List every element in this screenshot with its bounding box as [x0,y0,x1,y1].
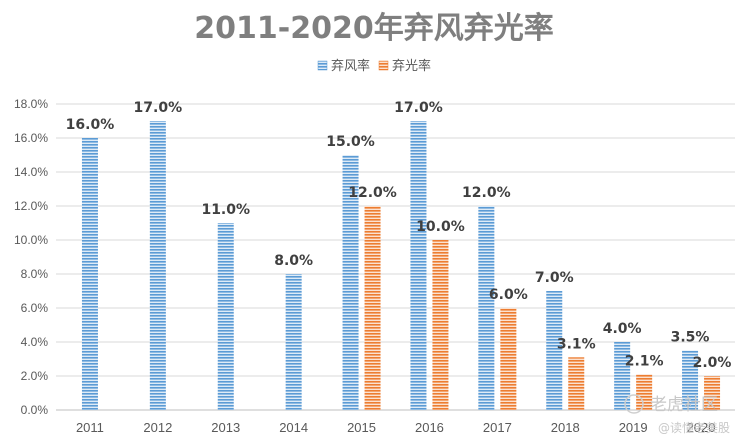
data-label-solar: 6.0% [489,287,528,303]
legend-label-solar: 弃光率 [392,58,431,73]
x-tick-label: 2013 [211,420,240,435]
legend: 弃风率 弃光率 [317,58,431,73]
legend-swatch-solar [378,60,389,71]
y-tick-label: 6.0% [21,301,49,315]
x-axis-ticks: 2011 2012 2013 2014 2015 2016 2017 2018 2019 2020 [76,420,716,435]
bar-wind [682,350,699,410]
x-tick-label: 2017 [483,420,512,435]
y-axis-ticks: 0.0% 2.0% 4.0% 6.0% 8.0% 10.0% 12.0% 14.0% 16.0%… [14,97,48,417]
legend-label-wind: 弃风率 [331,58,370,73]
data-labels: 16.0% 17.0% 11.0% 8.0% 15.0% 12.0% 17.0% 10.0% 1… [66,100,732,371]
watermark-logo-icon [624,394,644,414]
gridlines [56,103,735,411]
watermark: 老虎社区 @读懂老美股 [624,394,730,435]
bar-wind [285,274,302,410]
x-tick-label: 2016 [415,420,444,435]
data-label-wind: 17.0% [394,100,443,116]
bar-wind [478,206,495,410]
data-label-solar: 10.0% [416,219,465,235]
data-label-wind: 17.0% [134,100,183,116]
bar-wind [149,121,166,410]
y-tick-label: 14.0% [14,165,48,179]
y-tick-label: 12.0% [14,199,48,213]
data-label-wind: 8.0% [274,253,313,269]
bar-solar [636,374,653,410]
data-label-wind: 7.0% [535,270,574,286]
x-tick-label: 2018 [551,420,580,435]
x-tick-label: 2019 [619,420,648,435]
data-label-wind: 15.0% [326,134,375,150]
data-label-wind: 4.0% [603,321,642,337]
y-tick-label: 8.0% [21,267,49,281]
bar-solar [704,376,721,410]
y-tick-label: 18.0% [14,97,48,111]
bar-solar [432,240,449,410]
legend-swatch-wind [317,60,328,71]
data-label-solar: 3.1% [557,336,596,352]
data-label-wind: 12.0% [462,185,511,201]
y-tick-label: 0.0% [21,403,49,417]
bar-solar [500,308,517,410]
bar-wind [614,342,631,410]
x-tick-label: 2011 [76,420,104,435]
bar-solar [568,357,585,410]
watermark-text-1: 老虎社区 [650,395,718,415]
y-tick-label: 4.0% [21,335,49,349]
data-label-wind: 3.5% [671,330,710,346]
data-label-solar: 12.0% [348,185,397,201]
chart-title: 2011-2020年弃风弃光率 [194,11,553,46]
bar-wind [546,291,563,410]
bar-wind [410,121,427,410]
bar-solar [364,206,381,410]
x-tick-label: 2014 [279,420,308,435]
watermark-text-2: @读懂老美股 [658,421,730,435]
x-tick-label: 2015 [347,420,376,435]
data-label-wind: 16.0% [66,117,115,133]
data-label-solar: 2.0% [693,355,732,371]
bars [81,121,721,410]
data-label-wind: 11.0% [201,202,250,218]
data-label-solar: 2.1% [625,353,664,369]
y-tick-label: 16.0% [14,131,48,145]
bar-wind [81,138,98,410]
y-tick-label: 2.0% [21,369,49,383]
bar-wind [342,155,359,410]
x-tick-label: 2020 [687,420,716,435]
bar-wind [217,223,234,410]
y-tick-label: 10.0% [14,233,48,247]
x-tick-label: 2012 [143,420,172,435]
